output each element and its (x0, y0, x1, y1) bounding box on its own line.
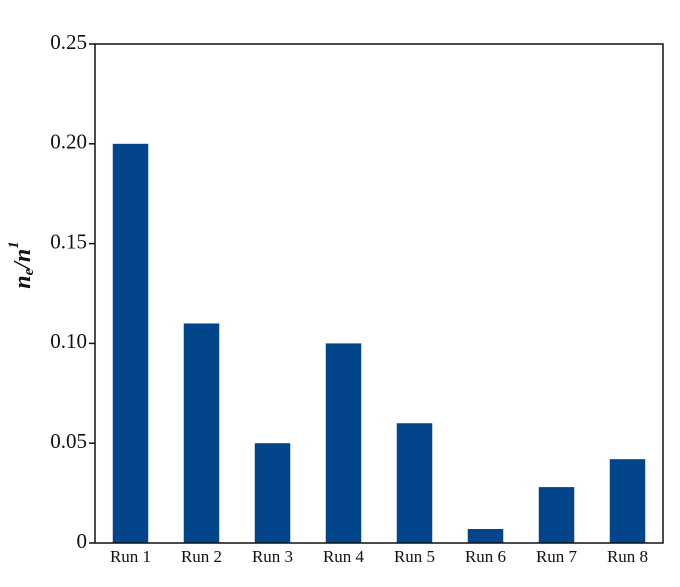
bar (325, 343, 362, 543)
x-tick-label: Run 2 (181, 547, 222, 566)
x-tick-label: Run 3 (252, 547, 293, 566)
x-tick-label: Run 1 (110, 547, 151, 566)
y-tick-label: 0.05 (50, 429, 87, 453)
y-label-sup: 1 (6, 241, 22, 249)
y-tick-label: 0 (77, 529, 88, 553)
bar (467, 529, 504, 543)
x-tick-label: Run 8 (607, 547, 648, 566)
y-tick-label: 0.25 (50, 30, 87, 54)
y-tick-label: 0.20 (50, 130, 87, 154)
y-axis-label: ne/n1 (6, 241, 37, 289)
plot-frame (94, 43, 664, 544)
bar (609, 459, 646, 543)
y-tick-label: 0.10 (50, 329, 87, 353)
bar (254, 443, 291, 543)
y-label-part: /n (10, 249, 36, 271)
y-label-sub: e (21, 268, 37, 275)
x-tick-label: Run 5 (394, 547, 435, 566)
bar (112, 143, 149, 544)
y-tick-label: 0.15 (50, 229, 87, 253)
y-label-part: n (10, 275, 36, 288)
x-tick-label: Run 6 (465, 547, 506, 566)
x-tick-label: Run 4 (323, 547, 365, 566)
x-tick-label: Run 7 (536, 547, 578, 566)
bar (396, 423, 433, 543)
bar (183, 323, 220, 543)
bar (538, 487, 575, 543)
